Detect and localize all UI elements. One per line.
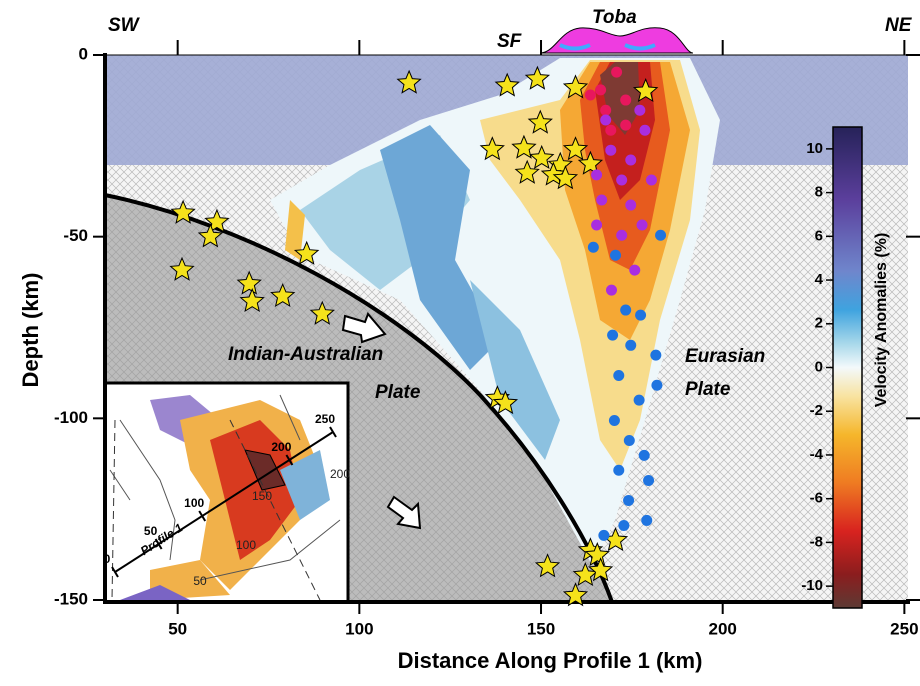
colorbar-tick-label: 10 <box>806 140 823 157</box>
event-dot <box>620 120 631 131</box>
event-dot <box>629 265 640 276</box>
y-tick-label: 0 <box>79 44 88 63</box>
annotation: SW <box>108 15 141 36</box>
annotation: SF <box>497 31 523 52</box>
event-dot <box>641 515 652 526</box>
event-dot <box>598 530 609 541</box>
event-dot <box>596 194 607 205</box>
event-dot <box>600 105 611 116</box>
profile-tick-label: 100 <box>184 496 204 510</box>
annotation: Indian-Australian <box>228 344 383 365</box>
annotation: Eurasian <box>685 346 765 367</box>
annotation: Plate <box>375 382 421 403</box>
profile-tick-label: 250 <box>315 412 335 426</box>
event-dot <box>650 350 661 361</box>
event-dot <box>605 145 616 156</box>
colorbar-tick-label: -10 <box>801 577 823 594</box>
colorbar-tick-label: 4 <box>815 271 824 288</box>
event-dot <box>634 395 645 406</box>
colorbar-tick-label: 0 <box>815 358 823 375</box>
event-dot <box>613 465 624 476</box>
annotation: NE <box>885 15 913 36</box>
inset-map: 05010020025015020010050 <box>104 383 351 602</box>
event-dot <box>646 174 657 185</box>
event-dot <box>625 340 636 351</box>
event-dot <box>639 450 650 461</box>
contour-label: 200 <box>330 467 350 481</box>
event-dot <box>655 230 666 241</box>
event-dot <box>585 89 596 100</box>
event-dot <box>613 370 624 381</box>
contour-label: 150 <box>252 489 272 503</box>
event-dot <box>606 285 617 296</box>
event-dot <box>600 115 611 126</box>
contour-label: 100 <box>236 538 256 552</box>
colorbar-label: Velocity Anomalies (%) <box>873 233 890 408</box>
profile-tick-label: 200 <box>271 440 291 454</box>
y-tick-label: -50 <box>63 226 88 245</box>
event-dot <box>620 305 631 316</box>
x-tick-label: 100 <box>345 619 373 638</box>
event-dot <box>624 435 635 446</box>
colorbar <box>833 127 862 608</box>
event-dot <box>620 95 631 106</box>
event-dot <box>595 84 606 95</box>
y-tick-label: -100 <box>54 408 88 427</box>
annotation: Plate <box>685 379 731 400</box>
x-axis-label: Distance Along Profile 1 (km) <box>398 648 703 673</box>
colorbar-tick-label: -4 <box>810 446 824 463</box>
event-dot <box>625 200 636 211</box>
event-dot <box>623 495 634 506</box>
x-tick-label: 200 <box>709 619 737 638</box>
event-dot <box>639 125 650 136</box>
page: 05010020025015020010050 Distance Along P… <box>0 0 920 686</box>
event-dot <box>616 174 627 185</box>
event-dot <box>618 520 629 531</box>
event-dot <box>634 105 645 116</box>
event-dot <box>635 310 646 321</box>
figure: 05010020025015020010050 Distance Along P… <box>0 0 920 681</box>
y-axis-label: Depth (km) <box>18 273 43 388</box>
event-dot <box>588 242 599 253</box>
colorbar-tick-label: 2 <box>815 315 823 332</box>
event-dot <box>609 415 620 426</box>
event-dot <box>616 230 627 241</box>
colorbar-tick-label: -6 <box>810 490 823 507</box>
contour-label: 50 <box>193 574 207 588</box>
colorbar-tick-label: -8 <box>810 533 823 550</box>
x-tick-label: 150 <box>527 619 555 638</box>
event-dot <box>625 155 636 166</box>
event-dot <box>605 125 616 136</box>
event-dot <box>643 475 654 486</box>
event-dot <box>637 220 648 231</box>
event-dot <box>611 67 622 78</box>
colorbar-tick-label: -2 <box>810 402 823 419</box>
annotation: Toba <box>592 7 637 28</box>
colorbar-tick-label: 8 <box>815 184 823 201</box>
colorbar-tick-label: 6 <box>815 227 823 244</box>
event-dot <box>591 220 602 231</box>
y-tick-label: -150 <box>54 589 88 608</box>
event-dot <box>607 330 618 341</box>
x-tick-label: 50 <box>168 619 187 638</box>
event-dot <box>651 380 662 391</box>
event-dot <box>610 250 621 261</box>
x-tick-label: 250 <box>890 619 918 638</box>
event-dot <box>591 169 602 180</box>
